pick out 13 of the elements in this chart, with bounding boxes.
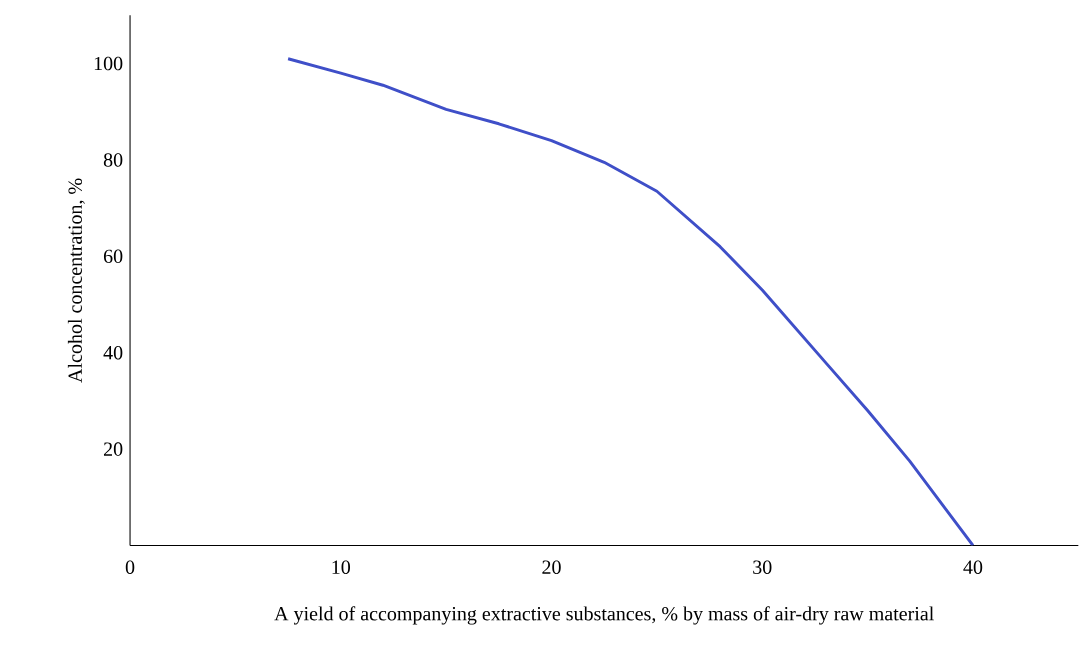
y-tick-label: 20 bbox=[103, 442, 123, 457]
x-tick-label: 30 bbox=[753, 560, 772, 575]
x-tick-label: 10 bbox=[332, 560, 351, 575]
y-tick-label: 60 bbox=[103, 249, 123, 264]
x-tick-label: 0 bbox=[125, 560, 135, 575]
x-tick-label: 20 bbox=[542, 560, 561, 575]
line-series bbox=[286, 57, 975, 546]
x-tick-label: 40 bbox=[963, 560, 983, 575]
y-axis-title: Alcohol concentration, % bbox=[67, 178, 85, 383]
y-tick-label: 100 bbox=[94, 57, 123, 71]
y-tick-label: 80 bbox=[103, 153, 123, 167]
y-tick-label: 40 bbox=[103, 346, 123, 360]
x-axis-title: A yield of accompanying extractive substances, % by mass of air-dry raw material bbox=[274, 606, 934, 625]
